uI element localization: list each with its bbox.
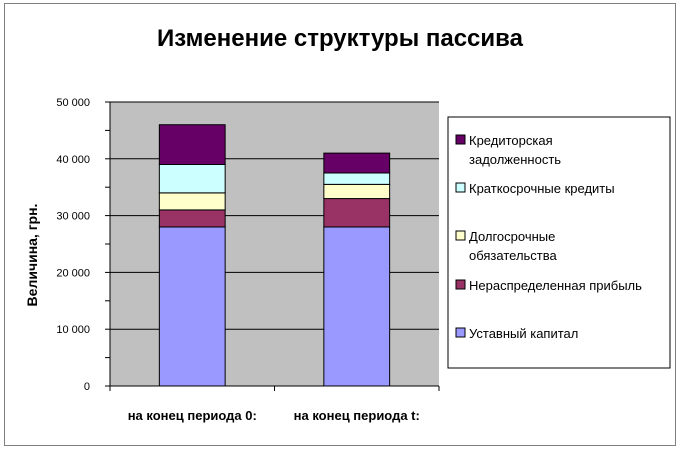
y-tick-label: 10 000 xyxy=(56,324,90,336)
bar-segment xyxy=(323,198,391,228)
bar-segment xyxy=(158,226,226,387)
y-tick-label: 0 xyxy=(84,381,90,393)
y-tick-label: 30 000 xyxy=(56,211,90,223)
legend-label: Кредиторская задолженность xyxy=(469,133,561,167)
bar-segment xyxy=(158,192,226,211)
legend-label: Нераспределенная прибыль xyxy=(469,278,642,293)
x-tick-label: на конец периода t: xyxy=(294,408,420,423)
y-tick-label: 20 000 xyxy=(56,267,90,279)
legend-swatch xyxy=(455,230,466,241)
chart-title: Изменение структуры пассива xyxy=(157,25,524,52)
bar-segment xyxy=(323,172,391,185)
legend: Кредиторская задолженность Краткосрочные к… xyxy=(447,116,671,369)
bar-segment xyxy=(158,209,226,228)
legend-label: Долгосрочные обязательства xyxy=(469,229,558,263)
x-tick-label: на конец периода 0: xyxy=(128,408,257,423)
legend-swatch xyxy=(455,327,466,338)
bar-segment xyxy=(323,226,391,387)
legend-box xyxy=(447,116,671,369)
bar-segment xyxy=(323,152,391,174)
legend-label: Уставный капитал xyxy=(469,326,578,341)
bar-segment xyxy=(158,124,226,165)
y-axis-label: Величина, грн. xyxy=(24,204,40,307)
legend-swatch xyxy=(455,279,466,290)
y-tick-label: 40 000 xyxy=(56,154,90,166)
bar-segment xyxy=(158,163,226,194)
legend-swatch xyxy=(455,182,466,193)
bar-segment xyxy=(323,183,391,200)
legend-label: Краткосрочные кредиты xyxy=(469,181,615,196)
y-tick-label: 50 000 xyxy=(56,97,90,109)
plot-area: 0 10 000 20 000 30 000 40 000 50 000 на конец … xyxy=(56,97,440,423)
legend-swatch xyxy=(455,134,466,145)
